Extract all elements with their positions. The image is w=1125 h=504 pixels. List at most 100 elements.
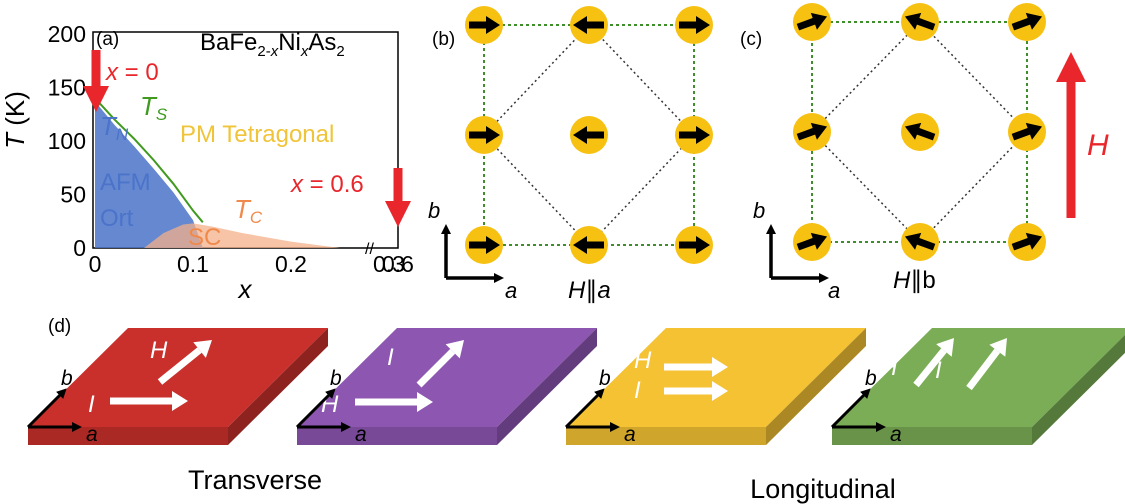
panel-b-label: (b) <box>432 29 455 50</box>
spin-site-b-center <box>570 116 608 154</box>
tn-label: TN <box>100 111 129 144</box>
axis-a-label: a <box>624 423 636 446</box>
vector-label-1: I <box>935 357 942 384</box>
spin-site-c-0 <box>793 3 831 41</box>
panel-c-label: (c) <box>740 29 762 50</box>
compound-formula: BaFe2-xNixAs2 <box>200 29 345 60</box>
vector-arrow-1 <box>110 391 188 411</box>
axis-a-label: a <box>355 423 367 446</box>
spin-arrow-icon <box>573 16 604 34</box>
spin-arrow-icon <box>1011 12 1043 31</box>
x0-label: x = 0 <box>105 59 159 86</box>
slab-side-face <box>766 328 866 445</box>
spin-site-b-7 <box>675 226 713 264</box>
axis-b-label: b <box>330 367 342 390</box>
slab-front-face <box>297 427 497 445</box>
pm-tetragonal-label: PM Tetragonal <box>180 121 334 148</box>
x-tick-label-0: 0 <box>89 251 102 277</box>
spin-site-c-3 <box>793 113 831 151</box>
field-direction-label-b: H∥a <box>568 277 611 304</box>
vector-label-1: I <box>88 391 95 418</box>
afm-region <box>95 101 203 248</box>
field-direction-label-c: H∥b <box>893 267 936 294</box>
sc-label: SC <box>188 224 221 251</box>
spin-site-c-4 <box>1008 113 1046 151</box>
y-tick-label-0: 0 <box>73 235 86 261</box>
field-h-arrow-head <box>1056 52 1086 82</box>
spin-arrow-icon <box>573 236 604 254</box>
spin-arrow-icon <box>796 122 828 141</box>
spin-site-c-6 <box>901 223 939 261</box>
axis-b-label: b <box>599 367 611 390</box>
spin-arrow-icon <box>469 16 500 34</box>
slab-front-face <box>28 427 228 445</box>
unit-cell-diamond <box>482 23 696 247</box>
slab-green: H Iba <box>830 328 1125 446</box>
slab-side-face <box>1032 334 1125 445</box>
axis-b-label: b <box>428 198 440 223</box>
spin-arrow-icon <box>469 236 500 254</box>
spin-arrow-icon <box>679 126 710 144</box>
axis-break-mark: // <box>365 241 374 258</box>
spin-arrow-icon <box>1011 122 1043 141</box>
spin-site-b-3 <box>465 116 503 154</box>
axis-a-label: a <box>86 423 98 446</box>
vector-label-0: I <box>387 344 394 371</box>
axis-b-label: b <box>753 198 765 223</box>
spin-arrow-icon <box>469 126 500 144</box>
slab-side-face <box>497 328 597 445</box>
spin-sites-c <box>793 3 1046 261</box>
slab-front-face <box>832 427 1032 445</box>
vector-label-0: H <box>634 347 652 374</box>
ts-line <box>94 97 204 223</box>
spin-site-c-center <box>901 113 939 151</box>
axis-a-label: a <box>890 423 902 446</box>
slab-axes: ba <box>295 367 367 446</box>
y-tick-label-3: 150 <box>48 75 86 101</box>
spin-site-c-1 <box>901 3 939 41</box>
panel-a-phase-diagram: 0 50 100 150 200 0 0.1 0.2 0.30.6 T (K) x (a) B… <box>0 21 414 304</box>
x-tick-label-4: 0.6 <box>382 251 414 277</box>
y-tick-labels: 0 50 100 150 200 <box>48 21 86 261</box>
panel-a-label: (a) <box>96 29 119 50</box>
spin-site-b-6 <box>570 226 608 264</box>
vector-arrow-0 <box>664 357 728 377</box>
spin-site-c-7 <box>1008 223 1046 261</box>
vector-label-0: H <box>150 337 168 364</box>
spin-site-b-0 <box>465 6 503 44</box>
spin-arrow-icon <box>796 232 828 251</box>
slab-axes: ba <box>26 367 98 446</box>
ts-label: TS <box>140 91 168 124</box>
vector-arrow-1 <box>664 381 728 401</box>
transverse-label: Transverse <box>188 465 322 495</box>
field-h-label: H <box>1087 129 1109 162</box>
vector-arrow-1 <box>966 338 1007 391</box>
vector-arrow-1 <box>355 392 433 412</box>
spin-site-b-4 <box>675 116 713 154</box>
panel-d-label: (d) <box>48 316 71 337</box>
vector-arrow-0 <box>913 338 954 388</box>
panel-b-lattice: (b) b a H∥a <box>428 6 713 304</box>
x06-label: x = 0.6 <box>290 171 364 198</box>
axis-b-label: b <box>865 367 877 390</box>
slab-axes: ba <box>564 367 636 446</box>
x06-arrow-head <box>385 201 411 227</box>
x-tick-labels: 0 0.1 0.2 0.30.6 <box>89 251 414 277</box>
spin-arrow-icon <box>796 12 828 31</box>
x-tick-label-3: 0.3 <box>373 251 405 277</box>
slab-axes: ba <box>830 367 902 446</box>
vector-label-1: I <box>634 377 641 404</box>
y-tick-label-4: 200 <box>48 21 86 47</box>
x-axis-label: x <box>237 274 253 304</box>
spin-arrow-icon <box>904 232 936 251</box>
y-tick-label-1: 50 <box>60 182 86 208</box>
x-tick-label-1: 0.1 <box>177 251 209 277</box>
ort-label: Ort <box>100 205 134 232</box>
slab-red: H Iba <box>26 328 328 446</box>
spin-arrow-icon <box>679 16 710 34</box>
